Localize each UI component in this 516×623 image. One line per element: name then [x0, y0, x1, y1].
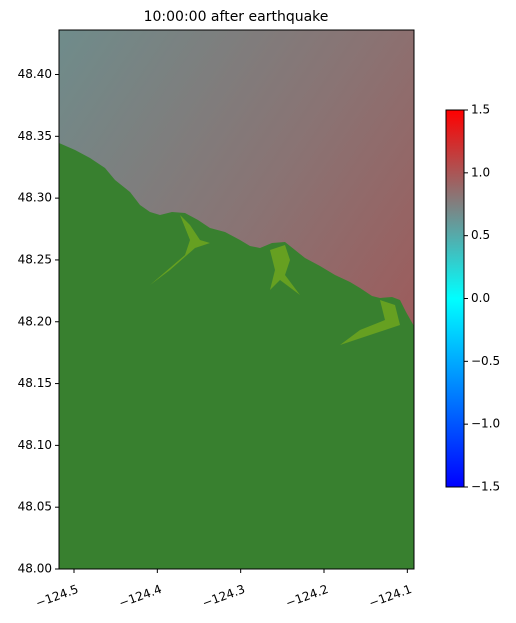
x-tick-label: −124.2 [284, 582, 331, 610]
colorbar-tick-label: −1.5 [471, 480, 500, 494]
y-tick-label: 48.20 [18, 314, 52, 328]
plot-frame [58, 29, 415, 570]
y-tick-label: 48.35 [18, 129, 52, 143]
colorbar-tick-label: 1.0 [471, 165, 490, 179]
y-tick-label: 48.05 [18, 500, 52, 514]
land [59, 143, 414, 569]
x-tick-label: −124.5 [34, 582, 81, 610]
colorbar-tick-label: 0.0 [471, 291, 490, 305]
estuary [150, 215, 400, 345]
chart-title: 10:00:00 after earthquake [144, 9, 329, 25]
x-tick-label: −124.3 [200, 582, 247, 610]
y-tick-label: 48.15 [18, 376, 52, 390]
colorbar-tick-label: 0.5 [471, 228, 490, 242]
colorbar-tick-label: −0.5 [471, 354, 500, 368]
colorbar-tick-label: 1.5 [471, 103, 490, 117]
x-tick-label: −124.4 [117, 582, 164, 610]
x-tick-label: −124.1 [367, 582, 414, 610]
y-tick-label: 48.10 [18, 438, 52, 452]
colorbar [445, 109, 465, 488]
y-tick-label: 48.30 [18, 191, 52, 205]
y-tick-label: 48.25 [18, 252, 52, 266]
y-tick-label: 48.00 [18, 562, 52, 576]
y-tick-label: 48.40 [18, 67, 52, 81]
colorbar-tick-label: −1.0 [471, 417, 500, 431]
